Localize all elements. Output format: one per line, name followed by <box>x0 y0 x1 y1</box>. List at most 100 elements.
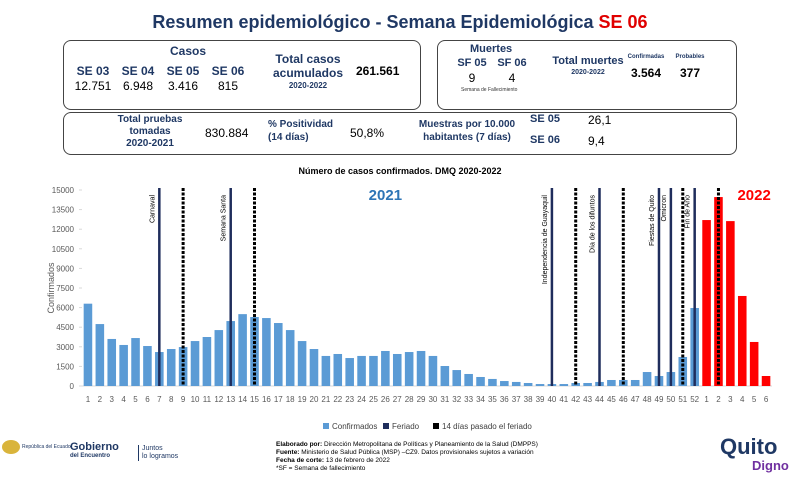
y-tick-label: 3000 <box>56 343 74 352</box>
sample-week: SE 05 <box>530 113 560 125</box>
bar <box>202 337 212 386</box>
positivity: 50,8% <box>350 126 385 140</box>
x-tick-label: 3 <box>728 395 733 404</box>
bar <box>476 376 485 386</box>
deaths-box <box>437 40 737 110</box>
week-label: SE 04 <box>121 64 155 78</box>
label-line: Muestras por 10.000 <box>418 119 516 130</box>
x-tick-label: 35 <box>488 395 497 404</box>
samples-label: Muestras por 10.000 habitantes (7 días) <box>412 118 522 144</box>
bar <box>345 358 354 386</box>
y-tick-label: 10500 <box>52 245 75 254</box>
bar <box>369 355 378 386</box>
x-tick-label: 48 <box>643 395 652 404</box>
bar <box>95 324 105 386</box>
x-tick-label: 28 <box>405 395 414 404</box>
x-tick-label: 19 <box>298 395 307 404</box>
legend-label: 14 días pasado el feriado <box>442 422 532 431</box>
bar <box>178 347 188 386</box>
bar <box>761 376 771 386</box>
year-label: 2022 <box>737 187 770 204</box>
sample-week: SE 06 <box>530 134 560 146</box>
x-tick-label: 34 <box>476 395 485 404</box>
bar <box>297 341 307 386</box>
bar <box>262 318 271 386</box>
x-tick-label: 1 <box>704 395 709 404</box>
source-text: 13 de febrero de 2022 <box>324 457 390 464</box>
bar <box>107 338 117 386</box>
logo-text: Gobierno <box>70 441 119 453</box>
x-tick-label: 52 <box>690 395 699 404</box>
logo-text: República del Ecuador <box>22 444 73 450</box>
week-value: 4 <box>508 71 516 85</box>
bar <box>119 344 128 386</box>
tests-box <box>63 112 737 155</box>
x-tick-label: 7 <box>157 395 162 404</box>
x-tick-label: 46 <box>619 395 628 404</box>
positivity-label: % Positividad (14 días) <box>268 118 333 144</box>
x-tick-label: 43 <box>583 395 592 404</box>
legend-label: Confirmados <box>332 422 377 431</box>
ecuador-logo: República del Ecuador <box>2 440 73 454</box>
total-deaths-label: Total muertes <box>552 55 624 67</box>
bar <box>166 349 176 386</box>
x-tick-label: 24 <box>357 395 366 404</box>
x-tick-label: 4 <box>121 395 126 404</box>
feriado-label: Fin de Año <box>685 195 692 229</box>
bar <box>642 372 652 386</box>
label-line: % Positividad <box>268 119 334 130</box>
period: 2020-2022 <box>288 81 328 90</box>
x-tick-label: 41 <box>559 395 568 404</box>
x-tick-label: 20 <box>310 395 319 404</box>
source-line: Elaborado por: Dirección Metropolitana d… <box>276 441 538 449</box>
x-tick-label: 40 <box>547 395 556 404</box>
label-line: acumulados <box>272 66 344 80</box>
sample-value: 9,4 <box>588 134 605 148</box>
source-line: Fecha de corte: 13 de febrero de 2022 <box>276 457 538 465</box>
week-value: 3.416 <box>167 79 199 93</box>
x-tick-label: 16 <box>262 395 271 404</box>
bar <box>404 352 414 386</box>
x-tick-label: 47 <box>631 395 640 404</box>
x-tick-label: 25 <box>369 395 378 404</box>
week-label: SF 05 <box>457 57 487 69</box>
probable: 377 <box>679 66 701 80</box>
bar <box>523 382 533 386</box>
chart-title: Número de casos confirmados. DMQ 2020-20… <box>298 166 501 176</box>
x-tick-label: 32 <box>452 395 461 404</box>
x-tick-label: 6 <box>145 395 150 404</box>
bar <box>511 381 521 386</box>
x-tick-label: 11 <box>203 395 212 404</box>
feriado-label: Semana Santa <box>221 195 228 241</box>
y-axis-label: Confirmados <box>46 262 56 314</box>
x-tick-label: 10 <box>191 395 200 404</box>
title-text: Resumen epidemiológico - Semana Epidemio… <box>152 12 599 32</box>
bar <box>630 379 640 386</box>
feriado-label: Fiestas de Quito <box>649 195 656 246</box>
x-tick-label: 51 <box>678 395 687 404</box>
source-key: Fecha de corte: <box>276 457 325 464</box>
label-line: habitantes (7 días) <box>423 132 511 143</box>
legend-swatch <box>383 423 389 429</box>
legend-label: Feriado <box>392 422 420 431</box>
bar <box>285 330 295 386</box>
cases-box <box>63 40 421 110</box>
x-tick-label: 2 <box>98 395 103 404</box>
bar <box>583 382 592 386</box>
logo-text: Juntos <box>142 445 163 452</box>
x-tick-label: 33 <box>464 395 473 404</box>
digno-logo: Digno <box>752 458 789 473</box>
bar <box>726 221 735 386</box>
x-tick-label: 39 <box>536 395 545 404</box>
quito-logo: Quito <box>720 434 778 459</box>
bar <box>500 381 509 386</box>
total-cases: 261.561 <box>356 64 400 78</box>
source-text: *SF = Semana de fallecimiento <box>276 465 366 472</box>
x-tick-label: 44 <box>595 395 604 404</box>
x-tick-label: 12 <box>214 395 223 404</box>
period: 2020-2022 <box>571 69 605 76</box>
x-tick-label: 5 <box>133 395 138 404</box>
bar <box>416 350 426 386</box>
y-tick-label: 6000 <box>56 304 74 313</box>
